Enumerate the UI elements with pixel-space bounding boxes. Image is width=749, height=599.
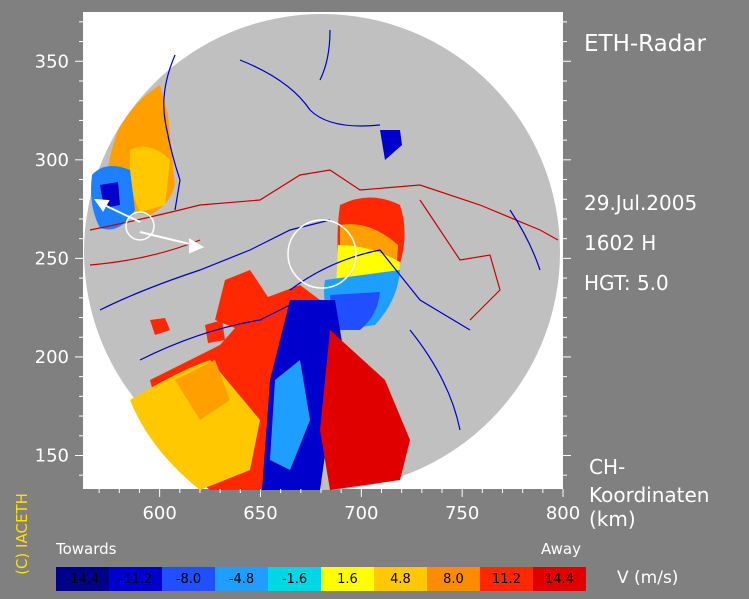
legend-right-label: Away	[541, 540, 581, 558]
x-tick-label: 800	[546, 503, 580, 524]
legend-bin: 4.8	[374, 567, 427, 591]
coord-label-line1: CH-	[589, 455, 626, 479]
legend-bin: -14.4	[56, 567, 109, 591]
legend-bin: 11.2	[480, 567, 533, 591]
y-tick-label: 250	[35, 248, 69, 269]
axes: 600 650 700 750 800 150 200 250 300 350	[35, 21, 580, 524]
y-tick-label: 300	[35, 150, 69, 171]
legend-bin: -8.0	[162, 567, 215, 591]
wind-arrows	[93, 198, 205, 254]
x-tick-label: 700	[344, 503, 378, 524]
map-lines	[89, 29, 559, 431]
x-tick-label: 750	[445, 503, 479, 524]
legend-left-label: Towards	[56, 540, 117, 558]
radar-range-circle-west	[125, 211, 155, 241]
legend-bin: 1.6	[321, 567, 374, 591]
x-tick-label: 650	[243, 503, 277, 524]
legend-bin: 14.4	[533, 567, 586, 591]
legend-bin: -4.8	[215, 567, 268, 591]
height-label: HGT: 5.0	[584, 271, 669, 295]
y-tick-label: 150	[35, 445, 69, 466]
wind-arrow-nw-head	[93, 198, 110, 212]
x-tick-label: 600	[142, 503, 176, 524]
chart-title: ETH-Radar	[584, 31, 706, 57]
wind-arrow-e-head	[189, 238, 205, 254]
legend-bin: 8.0	[427, 567, 480, 591]
wind-arrow-nw	[99, 202, 141, 223]
radar-markers	[125, 211, 357, 289]
legend-bin: -11.2	[109, 567, 162, 591]
y-tick-label: 200	[35, 347, 69, 368]
legend-bin: -1.6	[268, 567, 321, 591]
wind-arrow-e	[139, 231, 199, 247]
unit-km-label: (km)	[589, 507, 636, 531]
time-label: 1602 H	[584, 231, 657, 255]
date-label: 29.Jul.2005	[584, 191, 698, 215]
radar-range-circle-east	[287, 219, 357, 289]
legend-unit-label: V (m/s)	[617, 568, 679, 588]
coord-label-line2: Koordinaten	[589, 483, 710, 507]
y-tick-label: 350	[35, 51, 69, 72]
copyright-label: (C) IACETH	[13, 493, 31, 575]
